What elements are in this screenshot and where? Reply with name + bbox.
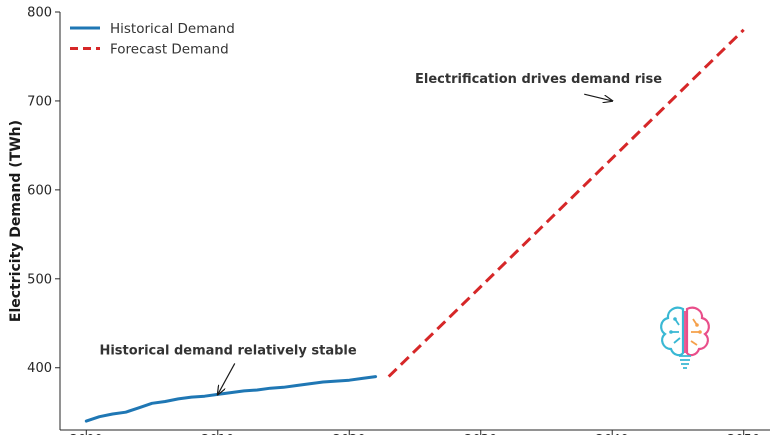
y-tick-label: 500 xyxy=(27,272,52,287)
annotation-label: Electrification drives demand rise xyxy=(415,72,662,87)
historical-demand-line xyxy=(84,375,378,423)
y-tick-label: 800 xyxy=(27,6,52,21)
x-ticks: 2000 2010 2020 2030 2040 2050 xyxy=(70,430,760,435)
x-tick-label: 2040 xyxy=(596,433,629,435)
legend-label: Historical Demand xyxy=(110,21,235,37)
annotation-arrow xyxy=(218,363,236,394)
y-tick-label: 400 xyxy=(27,361,52,376)
x-tick-label: 2000 xyxy=(70,433,103,435)
brain-bulb-logo xyxy=(660,306,710,369)
y-axis-label: Electricity Demand (TWh) xyxy=(8,120,24,322)
x-tick-label: 2010 xyxy=(201,433,234,435)
legend: Historical Demand Forecast Demand xyxy=(70,21,235,58)
y-ticks: 400 500 600 700 800 xyxy=(27,6,60,376)
axes xyxy=(59,12,770,431)
annotations: Historical demand relatively stable Elect… xyxy=(99,72,662,394)
x-tick-label: 2050 xyxy=(727,433,760,435)
y-tick-label: 600 xyxy=(27,183,52,198)
x-tick-label: 2030 xyxy=(464,433,497,435)
annotation-label: Historical demand relatively stable xyxy=(99,343,356,358)
forecast-demand-line xyxy=(387,28,745,378)
x-tick-label: 2020 xyxy=(333,433,366,435)
annotation-arrow xyxy=(584,93,612,101)
legend-label: Forecast Demand xyxy=(110,42,229,58)
series-layer xyxy=(84,28,745,423)
y-tick-label: 700 xyxy=(27,94,52,109)
